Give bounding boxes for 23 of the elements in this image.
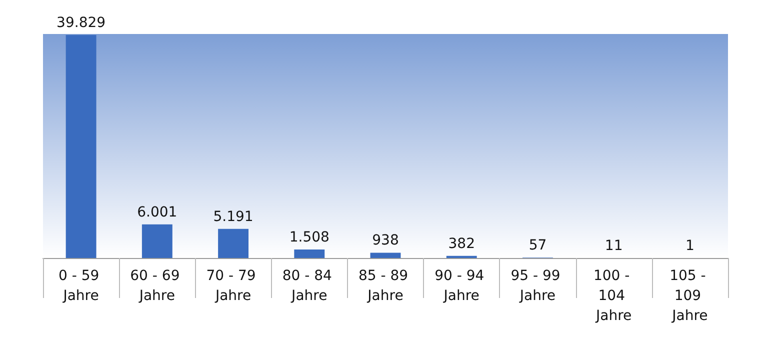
- data-label: 1: [685, 238, 694, 254]
- x-tick-label: 105 - 109 Jahre: [670, 268, 710, 324]
- bar: [218, 228, 248, 258]
- x-tick-label: 95 - 99 Jahre: [510, 268, 565, 304]
- x-tick-label: 80 - 84 Jahre: [282, 268, 336, 304]
- x-tick-label: 70 - 79 Jahre: [206, 268, 260, 304]
- bar: [294, 250, 325, 258]
- data-label: 1.508: [289, 230, 330, 246]
- data-label: 57: [528, 238, 547, 254]
- bar: [66, 34, 96, 258]
- x-tick-label: 60 - 69 Jahre: [130, 268, 184, 304]
- data-label: 11: [604, 238, 623, 254]
- bar: [142, 224, 172, 258]
- x-tick-label: 0 - 59 Jahre: [58, 268, 104, 304]
- x-tick-label: 85 - 89 Jahre: [358, 268, 413, 304]
- data-label: 382: [448, 236, 475, 252]
- data-label: 39.829: [56, 14, 106, 31]
- data-label: 6.001: [137, 204, 178, 220]
- x-tick-label: 90 - 94 Jahre: [434, 268, 489, 304]
- data-label: 5.191: [213, 208, 254, 225]
- data-label: 938: [372, 232, 399, 249]
- x-tick-label: 100 - 104 Jahre: [593, 268, 634, 324]
- bar: [370, 252, 401, 258]
